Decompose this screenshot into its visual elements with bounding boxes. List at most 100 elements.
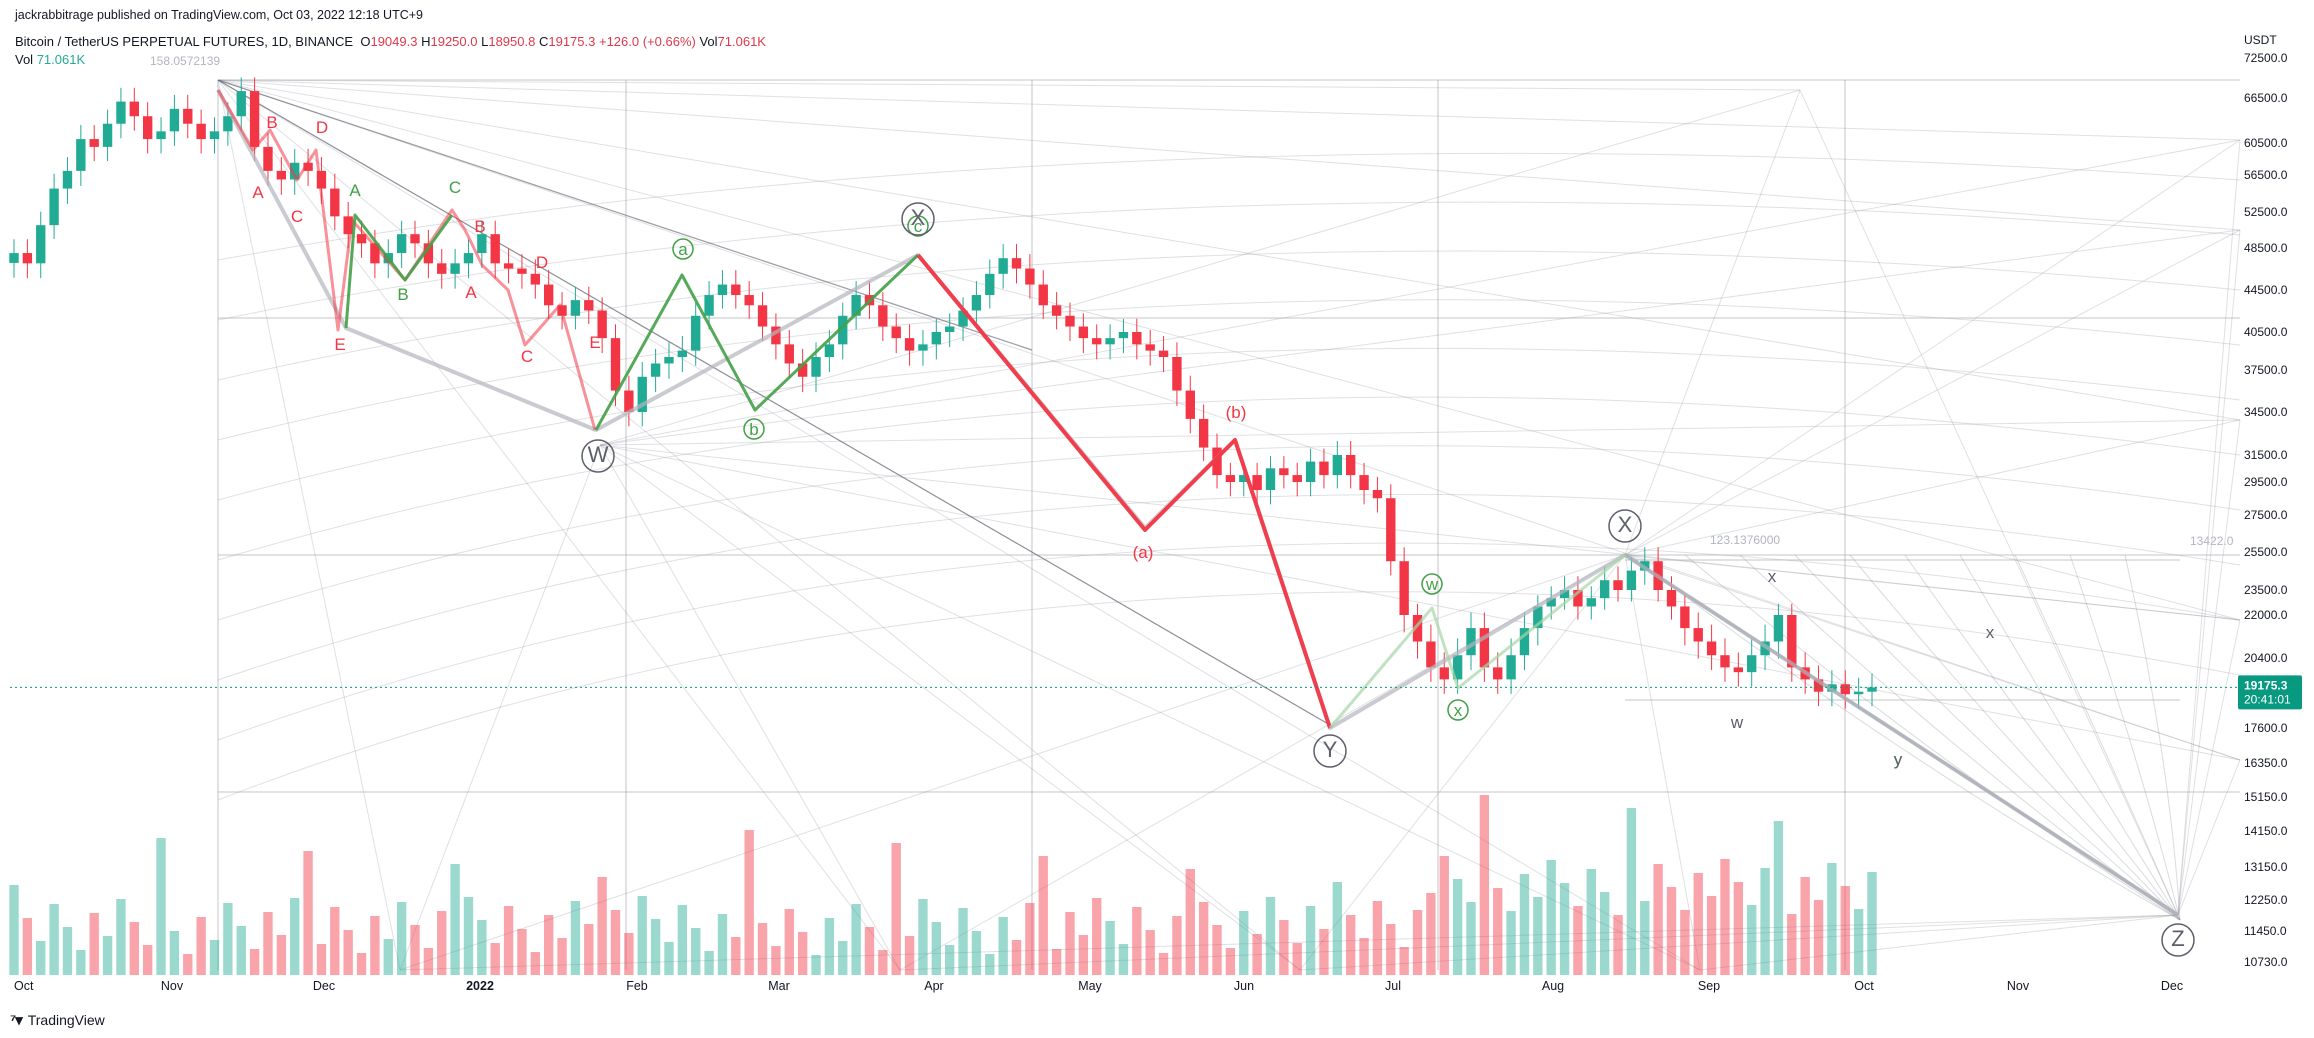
volume-bar [22, 918, 33, 975]
volume-bar [1386, 924, 1396, 975]
wave-lines [216, 89, 2180, 917]
price-tick-label: 48500.0 [2244, 241, 2288, 255]
volume-bar [1653, 864, 1663, 975]
volume-bar [1319, 929, 1329, 975]
candle-body [290, 162, 300, 180]
candle-body [717, 284, 728, 296]
candle-body [223, 116, 233, 132]
time-tick-label: Apr [924, 979, 943, 993]
wave-label: b [749, 420, 758, 439]
candle-body [1225, 475, 1236, 482]
time-tick-label: Nov [161, 979, 184, 993]
time-tick-label: Feb [626, 979, 648, 993]
volume-bar [851, 904, 861, 975]
candle-body [156, 131, 166, 140]
volume-bar [316, 944, 327, 975]
candle-body [1386, 498, 1396, 562]
candle-body [1265, 468, 1276, 491]
time-tick-label: Jun [1234, 979, 1254, 993]
fib-arc [1904, 554, 2181, 921]
volume-bar [918, 899, 928, 975]
candle-body [1853, 691, 1864, 695]
volume-bar [1118, 944, 1129, 975]
fib-fan-line [2177, 419, 2241, 916]
candle-body [744, 295, 754, 306]
wave-label-ring [1421, 573, 1443, 595]
candle-body [958, 310, 968, 327]
wave-labels: ABCDEABCBACDEWabcX(a)(b)YwxyXwxxyZ158.05… [150, 54, 2234, 957]
fib-fan-line [217, 79, 2241, 141]
fib-fan-line [217, 79, 2241, 231]
price-tick-label: 17600.0 [2244, 721, 2288, 735]
low-value: 18950.8 [488, 34, 536, 49]
candle-body [1105, 338, 1115, 345]
price-axis[interactable]: USDT 72500.0 66500.0 60500.0 56500.0 52500.0 4… [10, 33, 2302, 969]
wave-label: D [536, 253, 548, 272]
volume-bar [677, 905, 688, 975]
candle-body [650, 363, 661, 377]
fib-fan-line [2177, 759, 2241, 916]
volume-bar [557, 938, 567, 975]
candle-body [1145, 344, 1155, 351]
wave-polyline [344, 213, 454, 329]
price-tick-label: 25500.0 [2244, 545, 2288, 559]
fib-fan-line [599, 444, 1301, 971]
trend-line [217, 79, 1033, 351]
candle-body [209, 131, 220, 140]
volume-bar [904, 936, 915, 975]
volume-bar [1599, 892, 1610, 975]
volume-bar [1158, 953, 1169, 975]
candle-body [1626, 570, 1637, 590]
price-tick-label: 52500.0 [2244, 205, 2288, 219]
candle-body [784, 344, 794, 364]
fib-fan-line [1624, 554, 2241, 761]
volume-bar [1359, 938, 1369, 975]
volume-bar [437, 911, 447, 975]
candle-body [1787, 615, 1797, 668]
fib-fan-line [599, 444, 1701, 971]
candle-body [1158, 350, 1169, 358]
volume-bar [650, 919, 661, 975]
fib-label: 13422.0 [2190, 534, 2234, 548]
candle-body [477, 234, 487, 254]
volume-bar [263, 912, 273, 975]
candle-body [1506, 655, 1516, 680]
volume-bar [1452, 879, 1463, 975]
volume-bar [1853, 909, 1864, 975]
candle-body [396, 234, 407, 254]
fib-fan-line [2177, 229, 2241, 916]
price-tick-label: 16350.0 [2244, 756, 2288, 770]
wave-label: C [449, 178, 461, 197]
volume-bar [543, 915, 554, 975]
symbol-name[interactable]: Bitcoin / TetherUS PERPETUAL FUTURES, 1D… [15, 34, 354, 49]
candle-body [1359, 475, 1369, 491]
volume-bar [1706, 896, 1717, 975]
price-tick-label: 12250.0 [2244, 893, 2288, 907]
candle-body [503, 263, 514, 269]
candle-body [530, 273, 540, 285]
candle-body [664, 357, 674, 364]
candle-body [1493, 667, 1503, 680]
volume-bar [343, 930, 353, 975]
volume-bar [503, 906, 514, 975]
volume-bar [463, 897, 474, 975]
candle-body [1439, 667, 1449, 680]
volume-bar [530, 952, 540, 975]
volume-bar [811, 955, 821, 975]
candle-body [1172, 357, 1182, 391]
countdown-label: 20:41:01 [2244, 692, 2291, 706]
wave-label: w [1730, 713, 1744, 732]
candle-body [263, 146, 273, 171]
candle-body [1813, 679, 1824, 692]
wave-label: Y [1323, 737, 1338, 762]
candle-body [116, 101, 126, 124]
candle-body [370, 243, 380, 264]
volume-bar [129, 922, 139, 975]
wave-label: B [474, 217, 485, 236]
volume-bar [1493, 888, 1503, 975]
volume-bar [1252, 934, 1262, 975]
volume-bar [330, 907, 340, 975]
time-axis[interactable]: Oct Nov Dec 2022 Feb Mar Apr May Jun Jul Aug Sep Oct… [14, 979, 2183, 993]
fib-arc [1794, 554, 2181, 921]
